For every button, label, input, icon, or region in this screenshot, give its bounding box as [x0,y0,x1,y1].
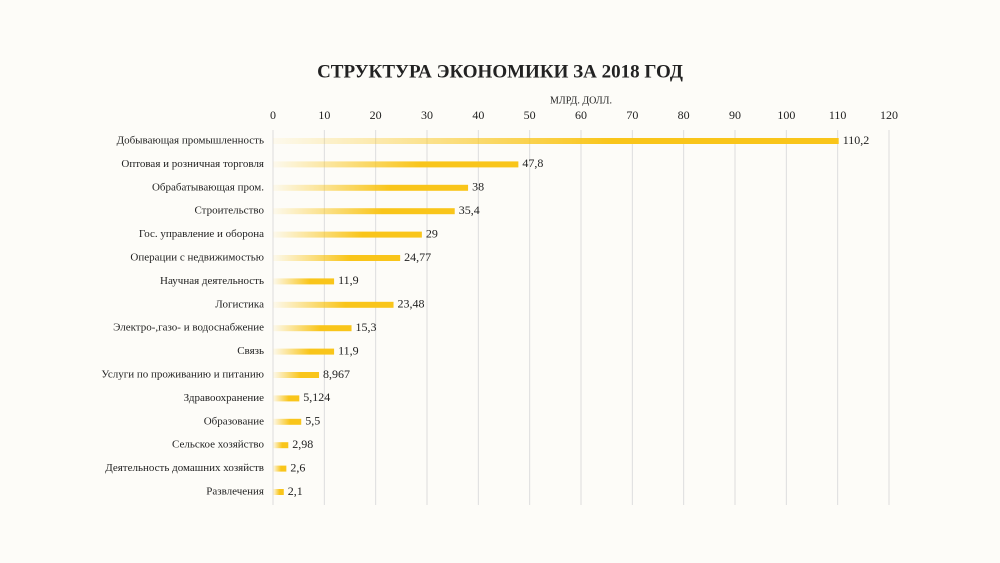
x-tick-label: 30 [421,108,433,122]
bar [273,348,335,355]
axis-label: МЛРД. ДОЛЛ. [550,95,612,106]
x-tick-label: 40 [472,108,484,122]
x-tick-label: 60 [575,108,587,122]
data-label: 11,9 [338,343,359,357]
data-label: 47,8 [522,156,543,170]
bar [273,301,394,308]
y-tick-label: Связь [237,345,264,357]
bar [273,489,284,495]
y-tick-label: Научная деятельность [160,275,264,287]
data-label: 2,6 [290,460,305,474]
y-tick-label: Обрабатывающая пром. [152,181,264,193]
bar [273,184,469,191]
y-tick-label: Услуги по проживанию и питанию [101,369,264,381]
x-tick-label: 100 [777,108,795,122]
bar [273,395,300,402]
y-tick-label: Деятельность домашних хозяйств [105,462,264,474]
data-label: 29 [426,226,438,240]
bar [273,465,287,472]
y-tick-label: Оптовая и розничная торговля [121,158,264,170]
x-tick-label: 20 [370,108,382,122]
y-tick-label: Операции с недвижимостью [130,252,264,264]
data-label: 2,98 [292,437,313,451]
bar [273,138,839,144]
data-label: 8,967 [323,367,350,381]
y-tick-label: Добывающая промышленность [117,135,264,147]
data-label: 110,2 [843,133,870,147]
y-tick-label: Сельское хозяйство [172,439,264,451]
bar [273,255,401,261]
data-label: 15,3 [356,320,377,334]
bar [273,231,422,238]
bar [273,208,455,215]
x-tick-label: 70 [626,108,638,122]
data-label: 5,124 [303,390,330,404]
bar [273,442,289,449]
y-tick-label: Электро-,газо- и водоснабжение [113,322,264,334]
y-tick-label: Образование [204,415,264,427]
x-tick-label: 50 [524,108,536,122]
bar [273,325,352,332]
data-label: 2,1 [288,484,303,498]
y-tick-label: Строительство [194,205,264,217]
y-tick-label: Гос. управление и оборона [139,228,264,240]
x-tick-label: 110 [829,108,847,122]
x-tick-label: 120 [880,108,898,122]
data-label: 11,9 [338,273,359,287]
x-tick-label: 0 [270,108,276,122]
bar [273,372,320,378]
chart-title: СТРУКТУРА ЭКОНОМИКИ ЗА 2018 ГОД [317,61,683,82]
y-tick-label: Логистика [215,298,264,310]
bar [273,418,302,425]
bar [273,161,519,168]
bar [273,278,335,285]
data-label: 35,4 [459,203,480,217]
data-label: 38 [472,180,484,194]
data-label: 24,77 [404,250,431,264]
x-tick-label: 90 [729,108,741,122]
data-label: 23,48 [398,297,425,311]
data-label: 5,5 [305,414,320,428]
x-tick-label: 80 [678,108,690,122]
y-tick-label: Развлечения [206,486,264,498]
y-tick-label: Здравоохранение [184,392,264,404]
x-tick-label: 10 [318,108,330,122]
